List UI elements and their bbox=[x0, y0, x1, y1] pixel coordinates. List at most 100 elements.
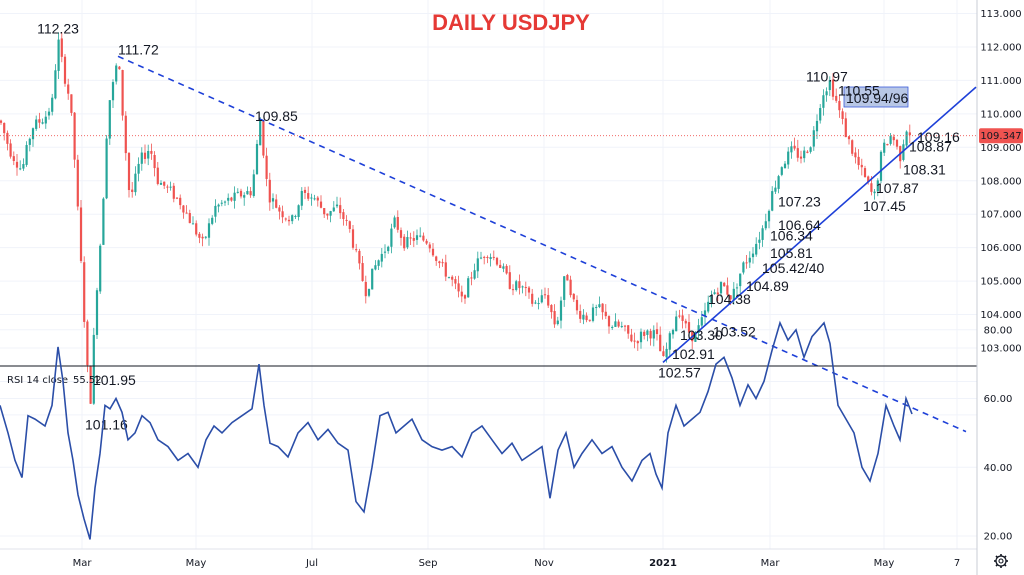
candle-body bbox=[233, 192, 236, 201]
candle-body bbox=[291, 215, 294, 222]
candle-body bbox=[828, 80, 831, 91]
price-level-label: 112.23 bbox=[37, 20, 79, 36]
price-tick-label: 106.000 bbox=[980, 243, 1021, 254]
candle-body bbox=[585, 315, 588, 321]
candle-body bbox=[543, 294, 547, 296]
candle-body bbox=[876, 180, 879, 192]
time-tick-label: 2021 bbox=[649, 558, 677, 569]
price-level-label: 107.23 bbox=[778, 194, 821, 210]
candle-body bbox=[726, 285, 729, 295]
candle-body bbox=[419, 235, 422, 237]
candle-body bbox=[563, 276, 566, 300]
candle-body bbox=[841, 111, 844, 119]
candle-body bbox=[681, 315, 684, 321]
candle-body bbox=[281, 211, 284, 218]
price-level-label: 106.64 bbox=[778, 217, 821, 233]
price-tick-label: 110.000 bbox=[980, 109, 1021, 120]
candle-body bbox=[652, 330, 655, 339]
rsi-axis[interactable]: 20.00 40.00 60.00 80.00 bbox=[984, 325, 1013, 542]
time-tick-label: May bbox=[874, 558, 895, 569]
candle-body bbox=[905, 131, 908, 146]
candle-body bbox=[598, 304, 601, 308]
candle-body bbox=[367, 288, 371, 296]
candle-body bbox=[745, 262, 748, 264]
candle-body bbox=[774, 187, 777, 192]
candle-body bbox=[675, 316, 678, 332]
candle-body bbox=[307, 193, 310, 199]
candle-body bbox=[508, 272, 511, 289]
candle-body bbox=[499, 264, 502, 269]
candle-body bbox=[793, 145, 796, 149]
candle-body bbox=[140, 152, 143, 164]
candle-body bbox=[67, 84, 70, 94]
candle-body bbox=[243, 195, 246, 198]
downtrend-line bbox=[117, 55, 967, 433]
candle-body bbox=[262, 120, 265, 156]
price-level-label: 105.81 bbox=[770, 245, 813, 261]
highlight-box bbox=[843, 86, 909, 108]
candle-body bbox=[444, 262, 447, 277]
candle-body bbox=[783, 163, 787, 169]
candle-body bbox=[799, 156, 803, 159]
candle-body bbox=[287, 219, 291, 222]
candle-body bbox=[815, 120, 819, 132]
candle-body bbox=[371, 268, 374, 290]
candle-body bbox=[147, 150, 150, 159]
candle-body bbox=[9, 143, 12, 157]
candle-body bbox=[415, 235, 419, 240]
candle-body bbox=[643, 331, 646, 336]
candle-body bbox=[124, 115, 127, 154]
candle-body bbox=[527, 287, 531, 293]
candle-body bbox=[201, 236, 204, 239]
candle-body bbox=[620, 326, 623, 328]
candle-body bbox=[249, 191, 252, 196]
candle-body bbox=[588, 319, 591, 321]
candle-body bbox=[137, 163, 140, 174]
gear-icon[interactable] bbox=[994, 554, 1008, 568]
candle-body bbox=[361, 263, 364, 281]
candle-body bbox=[601, 303, 604, 313]
candle-body bbox=[873, 191, 876, 194]
price-level-label: 107.45 bbox=[863, 198, 906, 214]
candle-body bbox=[412, 238, 415, 241]
candle-body bbox=[22, 164, 25, 169]
candle-body bbox=[521, 286, 524, 288]
candle-body bbox=[729, 295, 732, 300]
candle-body bbox=[345, 219, 348, 221]
candle-body bbox=[390, 228, 393, 247]
candle-body bbox=[73, 112, 76, 160]
candle-body bbox=[143, 152, 147, 159]
price-tick-label: 104.000 bbox=[980, 310, 1021, 321]
price-level-label: 110.97 bbox=[806, 68, 848, 84]
candle-body bbox=[723, 282, 726, 287]
candle-body bbox=[355, 249, 358, 251]
candle-body bbox=[342, 212, 345, 220]
gridlines bbox=[0, 0, 977, 549]
price-panel[interactable]: 109.94/96 112.23 111.72 109.85 101.95 101.16… bbox=[0, 20, 977, 433]
candle-body bbox=[742, 262, 745, 273]
candle-body bbox=[70, 94, 73, 113]
price-tick-label: 108.000 bbox=[980, 176, 1021, 187]
time-tick-label: Jul bbox=[305, 558, 318, 569]
uptrend-line bbox=[662, 86, 977, 363]
candle-body bbox=[377, 260, 380, 266]
candle-body bbox=[739, 273, 742, 287]
candle-body bbox=[316, 197, 319, 201]
price-level-label: 103.30 bbox=[680, 327, 723, 343]
candle-body bbox=[492, 256, 495, 258]
candle-body bbox=[303, 189, 307, 193]
price-axis[interactable]: 103.000 104.000 105.000 106.000 107.000 108.0… bbox=[980, 9, 1021, 355]
candle-body bbox=[259, 120, 262, 146]
candle-body bbox=[246, 190, 249, 195]
candle-body bbox=[159, 182, 163, 185]
candle-body bbox=[649, 330, 652, 339]
candle-body bbox=[844, 118, 847, 138]
candle-body bbox=[569, 279, 572, 296]
price-level-label: 109.85 bbox=[255, 108, 298, 124]
candle-body bbox=[454, 279, 457, 284]
candle-body bbox=[809, 147, 812, 152]
rsi-panel[interactable]: RSI 14 close 55.52 bbox=[0, 320, 913, 540]
candle-body bbox=[604, 311, 607, 317]
candle-body bbox=[6, 132, 9, 144]
time-axis[interactable]: Mar May Jul Sep Nov 2021 Mar May 7 bbox=[73, 558, 961, 569]
